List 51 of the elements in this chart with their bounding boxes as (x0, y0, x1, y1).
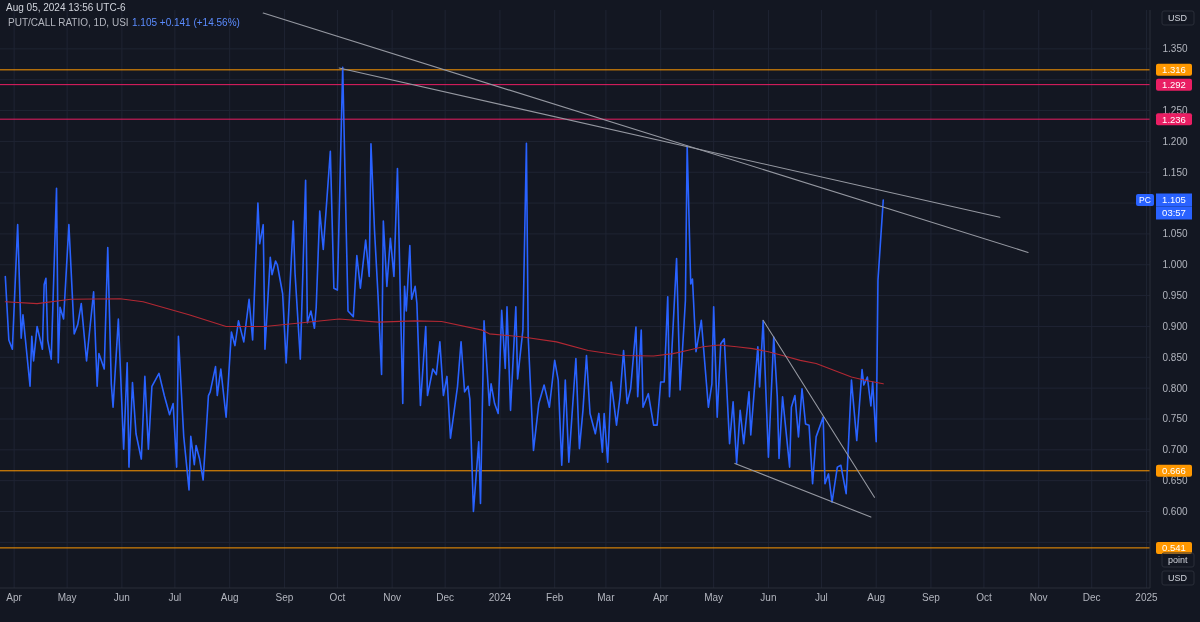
x-tick-label: Oct (976, 592, 992, 603)
y-tick-label: 0.800 (1162, 382, 1188, 394)
y-tick-label: 1.350 (1162, 43, 1188, 55)
x-tick-label: Jun (760, 592, 777, 603)
text: 1.105 (1162, 194, 1186, 206)
x-tick-label: Oct (329, 592, 346, 603)
x-tick-label: Jun (113, 592, 130, 603)
y-tick-label: 0.850 (1162, 351, 1188, 363)
x-tick-label: Mar (597, 592, 616, 603)
y-tick-label: 1.000 (1162, 259, 1188, 271)
text: PUT/CALL RATIO, 1D, USI (8, 17, 129, 28)
y-tick-label: 0.900 (1162, 320, 1188, 332)
ref-line-label: 1.292 (1162, 78, 1186, 90)
x-tick-label: Nov (1029, 592, 1048, 603)
x-tick-label: Aug (867, 592, 886, 603)
x-tick-label: Feb (546, 592, 564, 603)
y-tick-label: 1.050 (1162, 228, 1188, 240)
x-tick-label: May (704, 592, 724, 603)
y-tick-label: 0.600 (1162, 506, 1188, 518)
y-tick-label: 1.200 (1162, 135, 1188, 147)
text: point (1168, 555, 1189, 566)
x-tick-label: Sep (275, 592, 294, 603)
y-tick-label: 1.150 (1162, 166, 1188, 178)
x-tick-label: Dec (1082, 592, 1101, 603)
annotation: 1.105 +0.141 (+14.56%) (132, 17, 240, 28)
line-series (4, 298, 884, 385)
x-tick-label: Aug (220, 592, 239, 603)
ref-line-label: 0.541 (1162, 542, 1186, 554)
annotation: PC (1139, 194, 1151, 205)
ref-line-label: 1.236 (1162, 113, 1186, 125)
ref-line-label: 0.666 (1162, 465, 1186, 477)
x-tick-label: Sep (922, 592, 941, 603)
x-tick-label: Nov (383, 592, 402, 603)
x-tick-label: 2024 (488, 592, 512, 603)
x-tick-label: Jul (168, 592, 182, 603)
text: USD (1168, 573, 1188, 584)
text: 03:57 (1162, 207, 1186, 219)
y-tick-label: 0.950 (1162, 290, 1188, 302)
ref-line-label: 1.316 (1162, 64, 1186, 76)
y-tick-label: 0.750 (1162, 413, 1188, 425)
chart-subtitle: Aug 05, 2024 13:56 UTC-6 (6, 2, 126, 13)
line-series (4, 66, 885, 513)
x-tick-label: 2025 (1135, 592, 1159, 603)
x-tick-label: Apr (6, 592, 23, 603)
x-tick-label: Dec (436, 592, 455, 603)
y-tick-label: 0.700 (1162, 444, 1188, 456)
y-tick-label: 0.650 (1162, 475, 1188, 487)
x-tick-label: May (57, 592, 77, 603)
text: USD (1168, 13, 1188, 24)
x-tick-label: Jul (815, 592, 828, 603)
x-tick-label: Apr (652, 592, 670, 603)
